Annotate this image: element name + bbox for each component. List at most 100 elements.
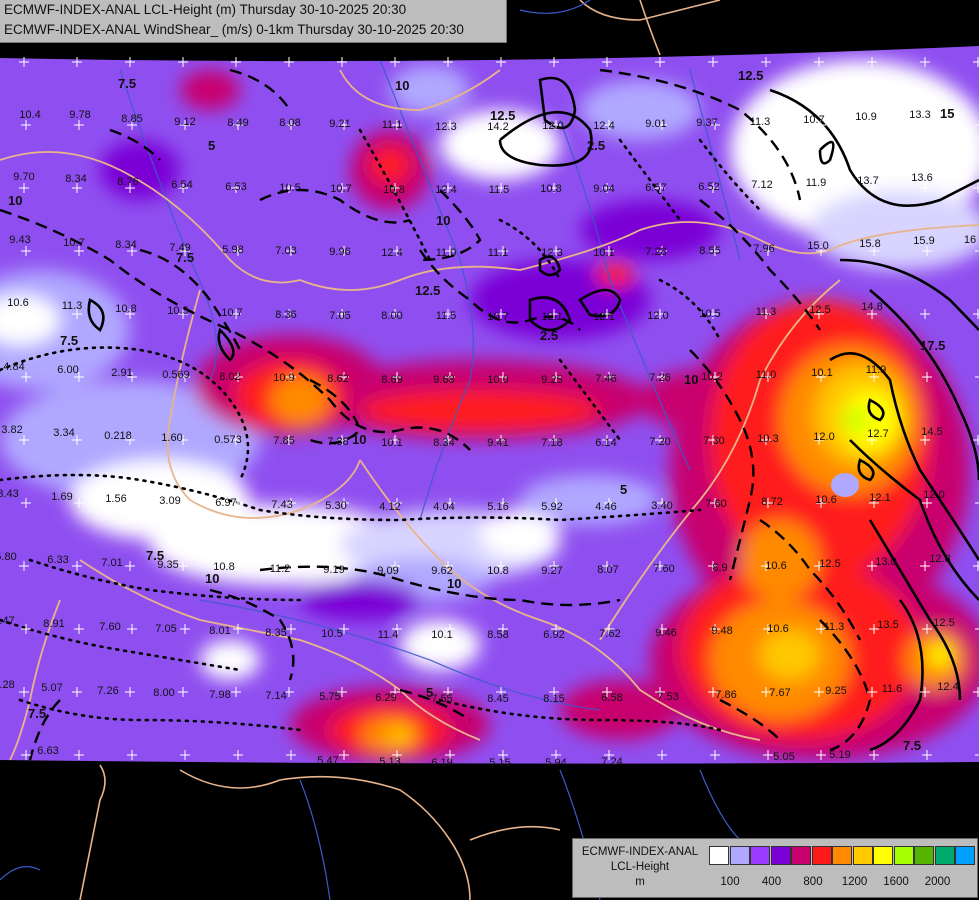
- grid-cross: [604, 498, 614, 508]
- grid-cross: [233, 120, 243, 130]
- grid-cross: [710, 750, 720, 760]
- grid-cross: [496, 561, 506, 571]
- value-label: 9.04: [593, 183, 614, 195]
- value-label: 10.8: [115, 303, 136, 315]
- contour-label: 5: [208, 138, 215, 153]
- grid-cross: [814, 309, 824, 319]
- color-legend: ECMWF-INDEX-ANAL LCL-Height m 100 400 800 1…: [572, 838, 978, 898]
- grid-cross: [551, 372, 561, 382]
- grid-cross: [975, 754, 979, 756]
- value-label: 9.01: [645, 118, 666, 130]
- grid-cross: [286, 498, 296, 508]
- grid-cross: [390, 183, 400, 193]
- grid-cross: [231, 687, 241, 697]
- grid-cross: [867, 687, 877, 697]
- grid-cross: [975, 124, 979, 126]
- value-label: 12.7: [867, 428, 888, 440]
- contour-label: 7.5: [146, 548, 164, 563]
- value-label: 11.1: [488, 247, 509, 259]
- grid-cross: [975, 502, 979, 504]
- grid-cross: [337, 435, 347, 445]
- value-label: 12.0: [923, 489, 944, 501]
- value-label: 12.4: [937, 681, 958, 693]
- value-label: 15.8: [859, 238, 880, 250]
- grid-cross: [127, 120, 137, 130]
- contour-label: 7.5: [60, 333, 78, 348]
- grid-cross: [21, 120, 31, 130]
- value-label: 9.09: [377, 565, 398, 577]
- grid-cross: [127, 498, 137, 508]
- value-label: 4.84: [3, 361, 24, 373]
- grid-cross: [498, 372, 508, 382]
- contour-label: 2.5: [540, 328, 558, 343]
- value-label: 7.85: [273, 435, 294, 447]
- grid-cross: [869, 624, 879, 634]
- value-label: 8.85: [121, 113, 142, 125]
- grid-cross: [710, 498, 720, 508]
- grid-cross: [392, 372, 402, 382]
- grid-cross: [602, 57, 612, 67]
- grid-cross: [74, 246, 84, 256]
- value-label: 7.03: [275, 245, 296, 257]
- grid-cross: [284, 561, 294, 571]
- grid-cross: [549, 57, 559, 67]
- value-label: 0.573: [214, 434, 242, 446]
- value-label: 4.04: [433, 501, 454, 513]
- grid-cross: [867, 57, 877, 67]
- value-label: 10.1: [381, 437, 402, 449]
- grid-cross: [339, 120, 349, 130]
- value-label: 10.6: [815, 494, 836, 506]
- grid-cross: [973, 57, 979, 67]
- value-label: 5.75: [319, 691, 340, 703]
- value-label: 6.92: [543, 629, 564, 641]
- value-label: 11.2: [270, 563, 291, 575]
- contour-label: 7.5: [118, 76, 136, 91]
- value-label: 6.53: [225, 181, 246, 193]
- grid-cross: [286, 372, 296, 382]
- grid-cross: [125, 687, 135, 697]
- grid-cross: [867, 435, 877, 445]
- contour-label: 10: [205, 571, 219, 586]
- value-label: 7.60: [653, 563, 674, 575]
- grid-cross: [445, 246, 455, 256]
- value-label: 10.6: [765, 560, 786, 572]
- grid-cross: [231, 309, 241, 319]
- grid-cross: [816, 498, 826, 508]
- value-label: 7.49: [169, 242, 190, 254]
- value-label: 10.8: [383, 184, 404, 196]
- grid-cross: [392, 498, 402, 508]
- outer-borders: [79, 0, 721, 900]
- value-label: 8.69: [381, 374, 402, 386]
- value-label: 12.5: [809, 304, 830, 316]
- grid-cross: [655, 561, 665, 571]
- value-label: 8.62: [327, 373, 348, 385]
- value-label: 7.20: [649, 436, 670, 448]
- grid-cross: [549, 309, 559, 319]
- grid-cross: [125, 57, 135, 67]
- contour-label: 7.5: [176, 250, 194, 265]
- grid-cross: [655, 57, 665, 67]
- grid-cross: [814, 57, 824, 67]
- grid-cross: [74, 750, 84, 760]
- grid-cross: [180, 246, 190, 256]
- value-label: 7.67: [769, 687, 790, 699]
- contour-label: 12.5: [415, 283, 440, 298]
- grid-cross: [761, 435, 771, 445]
- grid-cross: [602, 183, 612, 193]
- grid-cross: [816, 750, 826, 760]
- grid-cross: [180, 120, 190, 130]
- grid-cross: [496, 57, 506, 67]
- grid-cross: [763, 624, 773, 634]
- grid-cross: [286, 246, 296, 256]
- value-label: 12.0: [813, 431, 834, 443]
- value-label: 0.218: [104, 430, 132, 442]
- grid-cross: [233, 498, 243, 508]
- contour-label: 7.5: [28, 706, 46, 721]
- contour-label: 10: [352, 432, 366, 447]
- value-label: 11.3: [750, 116, 771, 128]
- contour-label: 10: [395, 78, 409, 93]
- grid-cross: [710, 624, 720, 634]
- value-label: 7.62: [599, 628, 620, 640]
- value-label: 13.6: [911, 172, 932, 184]
- grid-cross: [443, 435, 453, 445]
